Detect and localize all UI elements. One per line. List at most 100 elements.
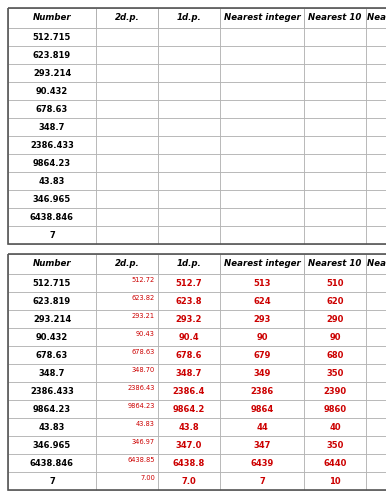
Text: 513: 513	[253, 278, 271, 287]
Text: 6400: 6400	[385, 458, 386, 468]
Bar	[366, 82, 386, 100]
Bar	[304, 28, 366, 46]
Bar	[96, 208, 158, 226]
Bar	[96, 418, 158, 436]
Text: 90.432: 90.432	[36, 86, 68, 96]
Text: 90: 90	[329, 332, 341, 342]
Bar	[220, 82, 304, 100]
Bar	[366, 364, 386, 382]
Text: 9864.23: 9864.23	[33, 158, 71, 168]
Bar	[158, 454, 220, 472]
Bar	[8, 346, 96, 364]
Bar	[158, 346, 220, 364]
Text: 346.965: 346.965	[33, 194, 71, 203]
Bar	[158, 254, 220, 274]
Bar	[158, 310, 220, 328]
Bar	[304, 292, 366, 310]
Text: 43.83: 43.83	[136, 422, 155, 428]
Text: 2386: 2386	[251, 386, 274, 396]
Bar	[8, 28, 96, 46]
Bar	[96, 64, 158, 82]
Bar	[304, 154, 366, 172]
Bar	[8, 400, 96, 418]
Bar	[96, 292, 158, 310]
Text: 7: 7	[49, 476, 55, 486]
Bar	[96, 382, 158, 400]
Bar	[96, 454, 158, 472]
Bar	[8, 292, 96, 310]
Text: 678.63: 678.63	[36, 350, 68, 360]
Text: 7.00: 7.00	[140, 476, 155, 482]
Bar	[366, 28, 386, 46]
Text: 347.0: 347.0	[176, 440, 202, 450]
Bar	[220, 100, 304, 118]
Bar	[8, 254, 96, 274]
Bar	[158, 328, 220, 346]
Text: 290: 290	[326, 314, 344, 324]
Bar	[366, 346, 386, 364]
Bar	[220, 436, 304, 454]
Text: 293.214: 293.214	[33, 68, 71, 78]
Text: 2390: 2390	[323, 386, 347, 396]
Bar	[220, 310, 304, 328]
Text: 510: 510	[326, 278, 344, 287]
Bar	[96, 436, 158, 454]
Bar	[304, 310, 366, 328]
Bar	[96, 172, 158, 190]
Bar	[366, 8, 386, 28]
Text: 9860: 9860	[323, 404, 347, 413]
Text: 90.43: 90.43	[136, 332, 155, 338]
Bar	[220, 118, 304, 136]
Text: 43.83: 43.83	[39, 422, 65, 432]
Text: 6438.85: 6438.85	[127, 458, 155, 464]
Text: 6438.8: 6438.8	[173, 458, 205, 468]
Text: 348.7: 348.7	[39, 368, 65, 378]
Bar	[304, 472, 366, 490]
Bar	[220, 472, 304, 490]
Text: 624: 624	[253, 296, 271, 306]
Bar	[304, 136, 366, 154]
Text: 2d.p.: 2d.p.	[115, 260, 139, 268]
Bar	[304, 226, 366, 244]
Bar	[158, 172, 220, 190]
Bar	[158, 136, 220, 154]
Bar	[8, 382, 96, 400]
Bar	[158, 382, 220, 400]
Bar	[304, 382, 366, 400]
Bar	[366, 226, 386, 244]
Bar	[96, 82, 158, 100]
Text: 680: 680	[326, 350, 344, 360]
Text: 623.819: 623.819	[33, 50, 71, 59]
Bar	[366, 172, 386, 190]
Bar	[158, 418, 220, 436]
Bar	[304, 82, 366, 100]
Bar	[158, 100, 220, 118]
Text: 1d.p.: 1d.p.	[177, 14, 201, 22]
Bar	[8, 8, 96, 28]
Text: 6440: 6440	[323, 458, 347, 468]
Bar	[158, 364, 220, 382]
Text: 678.63: 678.63	[132, 350, 155, 356]
Text: 1d.p.: 1d.p.	[177, 260, 201, 268]
Text: Nearest integer: Nearest integer	[223, 260, 300, 268]
Bar	[304, 418, 366, 436]
Text: 678.6: 678.6	[176, 350, 202, 360]
Text: 512.7: 512.7	[176, 278, 202, 287]
Text: 623.819: 623.819	[33, 296, 71, 306]
Bar	[366, 208, 386, 226]
Text: Nearest 10: Nearest 10	[308, 260, 362, 268]
Text: 512.72: 512.72	[132, 278, 155, 283]
Bar	[158, 274, 220, 292]
Bar	[304, 208, 366, 226]
Bar	[96, 190, 158, 208]
Text: 348.7: 348.7	[39, 122, 65, 132]
Bar	[96, 118, 158, 136]
Bar	[304, 400, 366, 418]
Bar	[366, 436, 386, 454]
Text: 7: 7	[259, 476, 265, 486]
Text: 623.82: 623.82	[132, 296, 155, 302]
Text: 9864: 9864	[251, 404, 274, 413]
Bar	[220, 154, 304, 172]
Bar	[8, 364, 96, 382]
Bar	[96, 400, 158, 418]
